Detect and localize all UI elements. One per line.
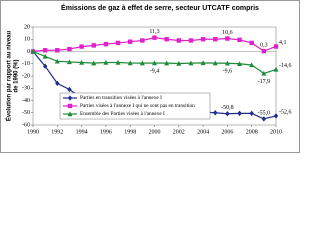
marker bbox=[55, 48, 60, 53]
marker bbox=[212, 60, 218, 66]
marker bbox=[237, 110, 242, 117]
marker bbox=[103, 59, 109, 65]
legend-box bbox=[59, 92, 211, 120]
value-label: -17,9 bbox=[258, 79, 271, 85]
marker bbox=[176, 60, 182, 66]
marker bbox=[213, 37, 218, 42]
marker bbox=[140, 38, 145, 43]
value-label: -9,6 bbox=[223, 69, 233, 75]
x-tick-label: 1998 bbox=[124, 129, 136, 135]
marker bbox=[224, 60, 230, 66]
marker bbox=[225, 36, 230, 41]
marker bbox=[200, 37, 206, 42]
chart: Émissions de gaz à effet de serre, secte… bbox=[0, 0, 300, 153]
y-axis-label: Évolution par rapport au niveau de 1990 … bbox=[5, 30, 20, 121]
marker bbox=[200, 60, 206, 66]
marker bbox=[176, 38, 181, 43]
y-tick-label: -50 bbox=[22, 110, 30, 116]
marker bbox=[42, 48, 48, 53]
marker bbox=[261, 116, 267, 122]
value-label: 11,3 bbox=[149, 29, 159, 35]
marker bbox=[249, 40, 254, 46]
marker bbox=[67, 111, 73, 117]
marker bbox=[127, 60, 133, 66]
marker bbox=[54, 58, 60, 64]
marker bbox=[91, 43, 96, 48]
marker bbox=[164, 37, 169, 42]
marker bbox=[66, 59, 72, 65]
value-label: 10,6 bbox=[222, 30, 233, 36]
marker bbox=[91, 60, 97, 66]
y-tick-label: -40 bbox=[22, 98, 30, 104]
y-tick-label: -20 bbox=[22, 73, 30, 79]
value-label: 4,1 bbox=[279, 40, 287, 46]
value-label: -50,8 bbox=[221, 105, 234, 111]
marker bbox=[237, 37, 242, 43]
marker bbox=[152, 60, 157, 66]
x-tick-label: 2002 bbox=[173, 129, 185, 135]
marker bbox=[115, 59, 121, 65]
marker bbox=[67, 86, 72, 93]
y-tick-label: 0 bbox=[27, 49, 30, 55]
x-tick-label: 2006 bbox=[221, 129, 233, 135]
y-tick-label: -30 bbox=[22, 86, 30, 92]
legend-label: Ensemble des Parties visées à l'annexe I bbox=[80, 111, 165, 117]
legend-label: Parties en transition visées à l'annexe … bbox=[80, 95, 162, 101]
marker bbox=[67, 95, 73, 101]
y-tick-label: 10 bbox=[24, 37, 30, 43]
marker bbox=[79, 44, 84, 49]
marker bbox=[42, 63, 48, 69]
marker bbox=[273, 44, 279, 49]
marker bbox=[55, 80, 60, 87]
marker bbox=[261, 70, 267, 76]
marker bbox=[67, 46, 72, 52]
value-label: -14,6 bbox=[279, 63, 292, 69]
y-tick-label: -10 bbox=[22, 61, 30, 67]
x-tick-label: 2010 bbox=[270, 129, 282, 135]
value-label: 0,3 bbox=[260, 43, 268, 49]
marker bbox=[42, 53, 48, 59]
marker bbox=[103, 41, 109, 47]
chart-title: Émissions de gaz à effet de serre, secte… bbox=[61, 3, 259, 12]
x-tick-label: 1990 bbox=[27, 129, 39, 135]
x-tick-label: 1994 bbox=[76, 129, 88, 135]
marker bbox=[79, 59, 85, 65]
legend-label: Parties visées à l'annexe I qui ne sont … bbox=[80, 103, 195, 109]
marker bbox=[225, 111, 230, 117]
x-tick-label: 2000 bbox=[149, 129, 161, 135]
value-label: -55,0 bbox=[258, 110, 271, 116]
marker bbox=[237, 61, 243, 66]
marker bbox=[261, 48, 267, 54]
marker bbox=[139, 60, 145, 66]
x-tick-label: 2004 bbox=[197, 129, 209, 135]
y-label-line: Évolution par rapport au niveau bbox=[5, 30, 13, 121]
y-tick-label: 20 bbox=[24, 24, 30, 30]
marker bbox=[188, 38, 194, 43]
value-label: -52,6 bbox=[279, 109, 292, 115]
marker bbox=[273, 66, 279, 72]
y-tick-label: -60 bbox=[22, 122, 30, 128]
marker bbox=[128, 39, 133, 44]
marker bbox=[115, 40, 121, 46]
marker bbox=[67, 103, 73, 109]
marker bbox=[30, 48, 36, 54]
marker bbox=[249, 110, 254, 117]
marker bbox=[273, 113, 279, 119]
value-label: -9,4 bbox=[150, 68, 160, 74]
marker bbox=[213, 110, 218, 116]
marker bbox=[164, 60, 170, 66]
x-tick-label: 1992 bbox=[51, 129, 63, 135]
marker bbox=[249, 62, 255, 68]
marker bbox=[188, 60, 194, 66]
x-tick-label: 2008 bbox=[246, 129, 258, 135]
x-tick-label: 1996 bbox=[100, 129, 112, 135]
marker bbox=[152, 35, 157, 40]
y-label-line: de 1990 (%) bbox=[14, 59, 20, 92]
